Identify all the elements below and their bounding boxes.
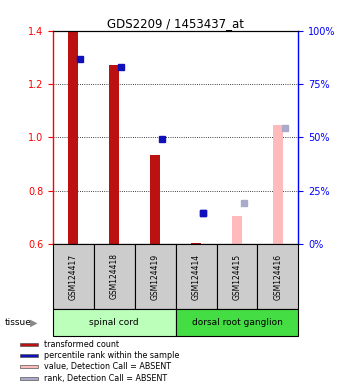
Bar	[176, 244, 217, 309]
Bar	[20, 365, 38, 367]
Text: GSM124417: GSM124417	[69, 253, 78, 300]
Bar	[257, 244, 298, 309]
Bar	[232, 216, 242, 244]
Bar	[217, 244, 257, 309]
Text: GSM124419: GSM124419	[151, 253, 160, 300]
Bar	[20, 343, 38, 346]
Text: ▶: ▶	[30, 318, 38, 328]
Text: GSM124414: GSM124414	[192, 253, 201, 300]
Bar	[53, 309, 176, 336]
Text: dorsal root ganglion: dorsal root ganglion	[192, 318, 282, 327]
Text: spinal cord: spinal cord	[89, 318, 139, 327]
Bar	[68, 32, 78, 244]
Bar	[150, 155, 160, 244]
Text: tissue: tissue	[5, 318, 32, 327]
Text: GSM124416: GSM124416	[273, 253, 282, 300]
Bar	[273, 125, 283, 244]
Bar	[94, 244, 135, 309]
Bar	[176, 309, 298, 336]
Bar	[135, 244, 176, 309]
Text: GSM124418: GSM124418	[110, 253, 119, 300]
Text: percentile rank within the sample: percentile rank within the sample	[44, 351, 179, 360]
Bar	[191, 243, 201, 244]
Text: transformed count: transformed count	[44, 340, 119, 349]
Text: GSM124415: GSM124415	[233, 253, 241, 300]
Bar	[20, 354, 38, 356]
Text: value, Detection Call = ABSENT: value, Detection Call = ABSENT	[44, 362, 171, 371]
Bar	[109, 65, 119, 244]
Text: rank, Detection Call = ABSENT: rank, Detection Call = ABSENT	[44, 374, 167, 383]
Bar	[20, 377, 38, 379]
Bar	[53, 244, 94, 309]
Title: GDS2209 / 1453437_at: GDS2209 / 1453437_at	[107, 17, 244, 30]
